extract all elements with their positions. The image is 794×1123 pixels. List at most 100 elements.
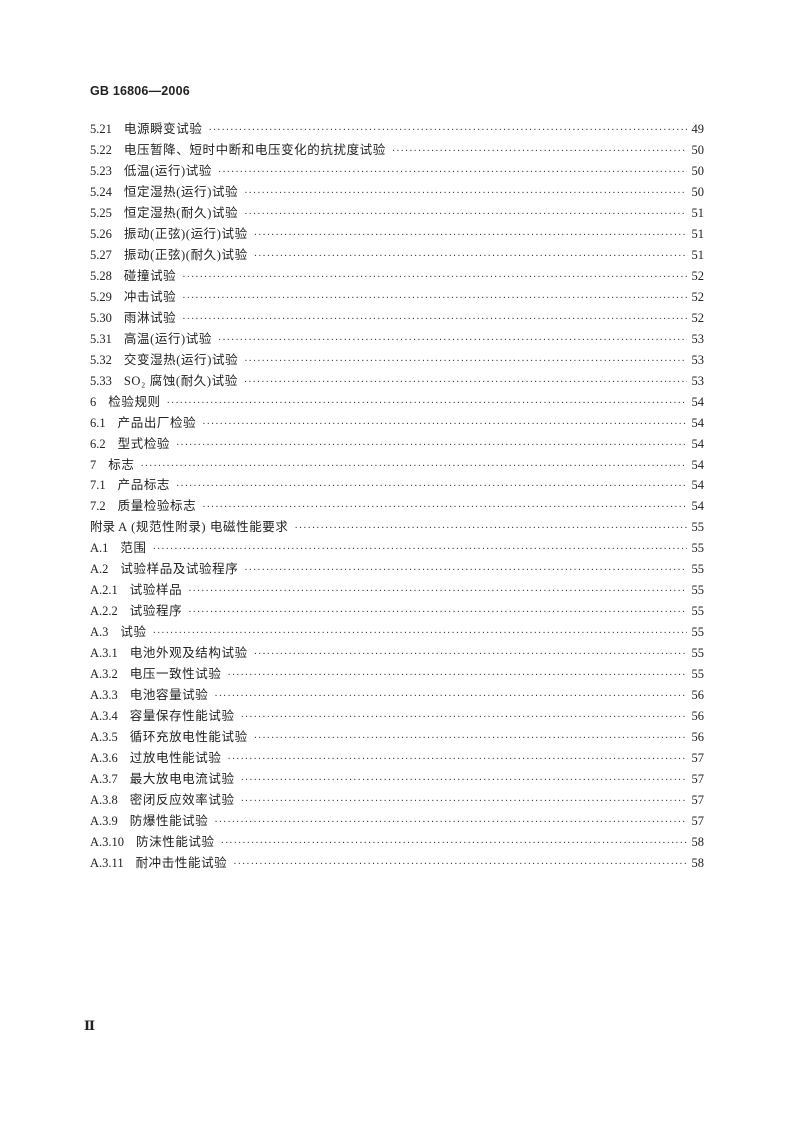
toc-entry[interactable]: 6.1 产品出厂检验 54 bbox=[90, 412, 704, 433]
toc-entry[interactable]: 6 检验规则 54 bbox=[90, 391, 704, 412]
toc-entry[interactable]: A.3.11 耐冲击性能试验 58 bbox=[90, 852, 704, 873]
toc-entry-title: 质量检验标志 bbox=[117, 499, 197, 514]
toc-entry-title: 恒定湿热(运行)试验 bbox=[123, 184, 239, 199]
toc-entry-title: 高温(运行)试验 bbox=[123, 331, 213, 346]
toc-entry-page: 55 bbox=[691, 625, 705, 640]
toc-entry[interactable]: A.3.8 密闭反应效率试验 57 bbox=[90, 789, 704, 810]
toc-entry-title: 电源瞬变试验 bbox=[123, 122, 203, 136]
toc-entry-title: 型式检验 bbox=[117, 436, 171, 451]
toc-entry[interactable]: 5.27 振动(正弦)(耐久)试验 51 bbox=[90, 244, 704, 265]
toc-leader-dots bbox=[244, 565, 687, 576]
toc-entry-title: 标志 bbox=[108, 457, 135, 472]
toc-entry-title: 耐冲击性能试验 bbox=[135, 855, 228, 870]
toc-entry[interactable]: A.3.10 防沫性能试验 58 bbox=[90, 831, 704, 852]
toc-entry[interactable]: 7.2 质量检验标志 54 bbox=[90, 495, 704, 516]
toc-entry-number: 5.23 bbox=[90, 163, 112, 178]
toc-entry-number: 5.26 bbox=[90, 226, 112, 241]
toc-entry[interactable]: A.1 范围 55 bbox=[90, 537, 704, 558]
toc-entry-number: A.3 bbox=[90, 625, 109, 640]
toc-entry[interactable]: 5.21 电源瞬变试验 49 bbox=[90, 118, 704, 139]
toc-entry-page: 57 bbox=[691, 751, 705, 766]
toc-entry[interactable]: 5.30 雨淋试验 52 bbox=[90, 307, 704, 328]
toc-entry[interactable]: A.3 试验 55 bbox=[90, 621, 704, 642]
toc-entry-number: 5.30 bbox=[90, 310, 112, 325]
toc-entry-title: 密闭反应效率试验 bbox=[129, 793, 235, 807]
toc-entry-page: 55 bbox=[691, 646, 705, 661]
toc-entry[interactable]: 5.28 碰撞试验 52 bbox=[90, 265, 704, 286]
toc-entry[interactable]: A.3.6 过放电性能试验 57 bbox=[90, 747, 704, 768]
toc-leader-dots bbox=[202, 419, 687, 430]
toc-entry[interactable]: A.3.3 电池容量试验 56 bbox=[90, 684, 704, 705]
toc-leader-dots bbox=[176, 481, 687, 492]
toc-entry[interactable]: 5.26 振动(正弦)(运行)试验 51 bbox=[90, 223, 704, 244]
toc-entry-number: A.3.10 bbox=[90, 834, 125, 849]
toc-entry-number: 5.28 bbox=[90, 268, 112, 283]
toc-entry-number: 5.22 bbox=[90, 142, 112, 157]
toc-entry-number: A.3.1 bbox=[90, 646, 118, 661]
toc-leader-dots bbox=[295, 523, 687, 534]
toc-entry[interactable]: 5.33 SO₂ 腐蚀(耐久)试验 53 bbox=[90, 370, 704, 391]
toc-entry-title: 电压一致性试验 bbox=[129, 667, 222, 682]
toc-leader-dots bbox=[227, 754, 687, 765]
toc-leader-dots bbox=[254, 230, 687, 241]
toc-entry[interactable]: A.3.9 防爆性能试验 57 bbox=[90, 810, 704, 831]
toc-entry-page: 56 bbox=[691, 730, 705, 745]
toc-leader-dots bbox=[241, 712, 687, 723]
toc-entry[interactable]: 5.29 冲击试验 52 bbox=[90, 286, 704, 307]
toc-entry-number: A.2 bbox=[90, 562, 109, 577]
toc-entry[interactable]: 5.22 电压暂降、短时中断和电压变化的抗扰度试验 50 bbox=[90, 139, 704, 160]
toc-entry[interactable]: A.3.7 最大放电电流试验 57 bbox=[90, 768, 704, 789]
toc-leader-dots bbox=[188, 586, 687, 597]
toc-entry[interactable]: A.3.5 循环充放电性能试验 56 bbox=[90, 726, 704, 747]
toc-entry-title: 范围 bbox=[120, 541, 147, 556]
toc-entry-page: 57 bbox=[691, 793, 705, 807]
toc-entry-title: 容量保存性能试验 bbox=[129, 709, 235, 724]
toc-entry-number: 5.25 bbox=[90, 205, 112, 220]
toc-entry-page: 55 bbox=[691, 604, 705, 619]
toc-entry-number: 5.33 bbox=[90, 373, 112, 388]
toc-leader-dots bbox=[254, 733, 687, 744]
toc-entry[interactable]: 5.32 交变湿热(运行)试验 53 bbox=[90, 349, 704, 370]
toc-entry-title: 振动(正弦)(运行)试验 bbox=[123, 226, 248, 241]
toc-entry-title: (规范性附录) 电磁性能要求 bbox=[131, 520, 289, 535]
toc-entry-title: 循环充放电性能试验 bbox=[129, 730, 248, 745]
toc-entry-page: 58 bbox=[691, 834, 705, 849]
toc-entry-number: 5.27 bbox=[90, 247, 112, 262]
toc-entry-page: 56 bbox=[691, 709, 705, 724]
toc-entry-page: 52 bbox=[691, 310, 705, 325]
toc-entry[interactable]: A.3.4 容量保存性能试验 56 bbox=[90, 705, 704, 726]
toc-entry[interactable]: 附录 A(规范性附录) 电磁性能要求 55 bbox=[90, 516, 704, 537]
toc-entry[interactable]: A.2.2 试验程序 55 bbox=[90, 600, 704, 621]
toc-entry-number: A.3.3 bbox=[90, 688, 118, 703]
toc-entry-number: A.2.1 bbox=[90, 583, 118, 598]
toc-entry[interactable]: A.2 试验样品及试验程序 55 bbox=[90, 558, 704, 579]
toc-entry-number: A.3.7 bbox=[90, 772, 118, 787]
toc-entry-page: 53 bbox=[691, 352, 705, 367]
toc-entry-title: 试验程序 bbox=[129, 604, 183, 619]
toc-entry-page: 55 bbox=[691, 583, 705, 598]
toc-entry-number: 7.2 bbox=[90, 499, 106, 514]
toc-entry[interactable]: 5.24 恒定湿热(运行)试验 50 bbox=[90, 181, 704, 202]
toc-leader-dots bbox=[214, 817, 687, 828]
toc-entry-number: 5.29 bbox=[90, 289, 112, 304]
toc-entry[interactable]: A.2.1 试验样品 55 bbox=[90, 579, 704, 600]
toc-entry-page: 54 bbox=[691, 394, 705, 409]
toc-leader-dots bbox=[153, 544, 687, 555]
toc-leader-dots bbox=[221, 838, 687, 849]
toc-entry[interactable]: 7.1 产品标志 54 bbox=[90, 474, 704, 495]
toc-entry-title: 产品标志 bbox=[117, 478, 171, 493]
toc-entry-page: 55 bbox=[691, 520, 705, 535]
toc-entry[interactable]: 5.23 低温(运行)试验 50 bbox=[90, 160, 704, 181]
toc-entry[interactable]: 6.2 型式检验 54 bbox=[90, 433, 704, 454]
toc-leader-dots bbox=[167, 398, 687, 409]
page-folio: Ⅱ bbox=[84, 1018, 95, 1033]
toc-entry[interactable]: 7 标志 54 bbox=[90, 454, 704, 475]
toc-entry[interactable]: 5.31 高温(运行)试验 53 bbox=[90, 328, 704, 349]
toc-entry-title: 低温(运行)试验 bbox=[123, 163, 213, 178]
toc-entry[interactable]: 5.25 恒定湿热(耐久)试验 51 bbox=[90, 202, 704, 223]
toc-leader-dots bbox=[254, 251, 687, 262]
toc-entry-number: A.1 bbox=[90, 541, 109, 556]
toc-entry[interactable]: A.3.1 电池外观及结构试验 55 bbox=[90, 642, 704, 663]
toc-entry-number: 7 bbox=[90, 457, 97, 472]
toc-entry[interactable]: A.3.2 电压一致性试验 55 bbox=[90, 663, 704, 684]
